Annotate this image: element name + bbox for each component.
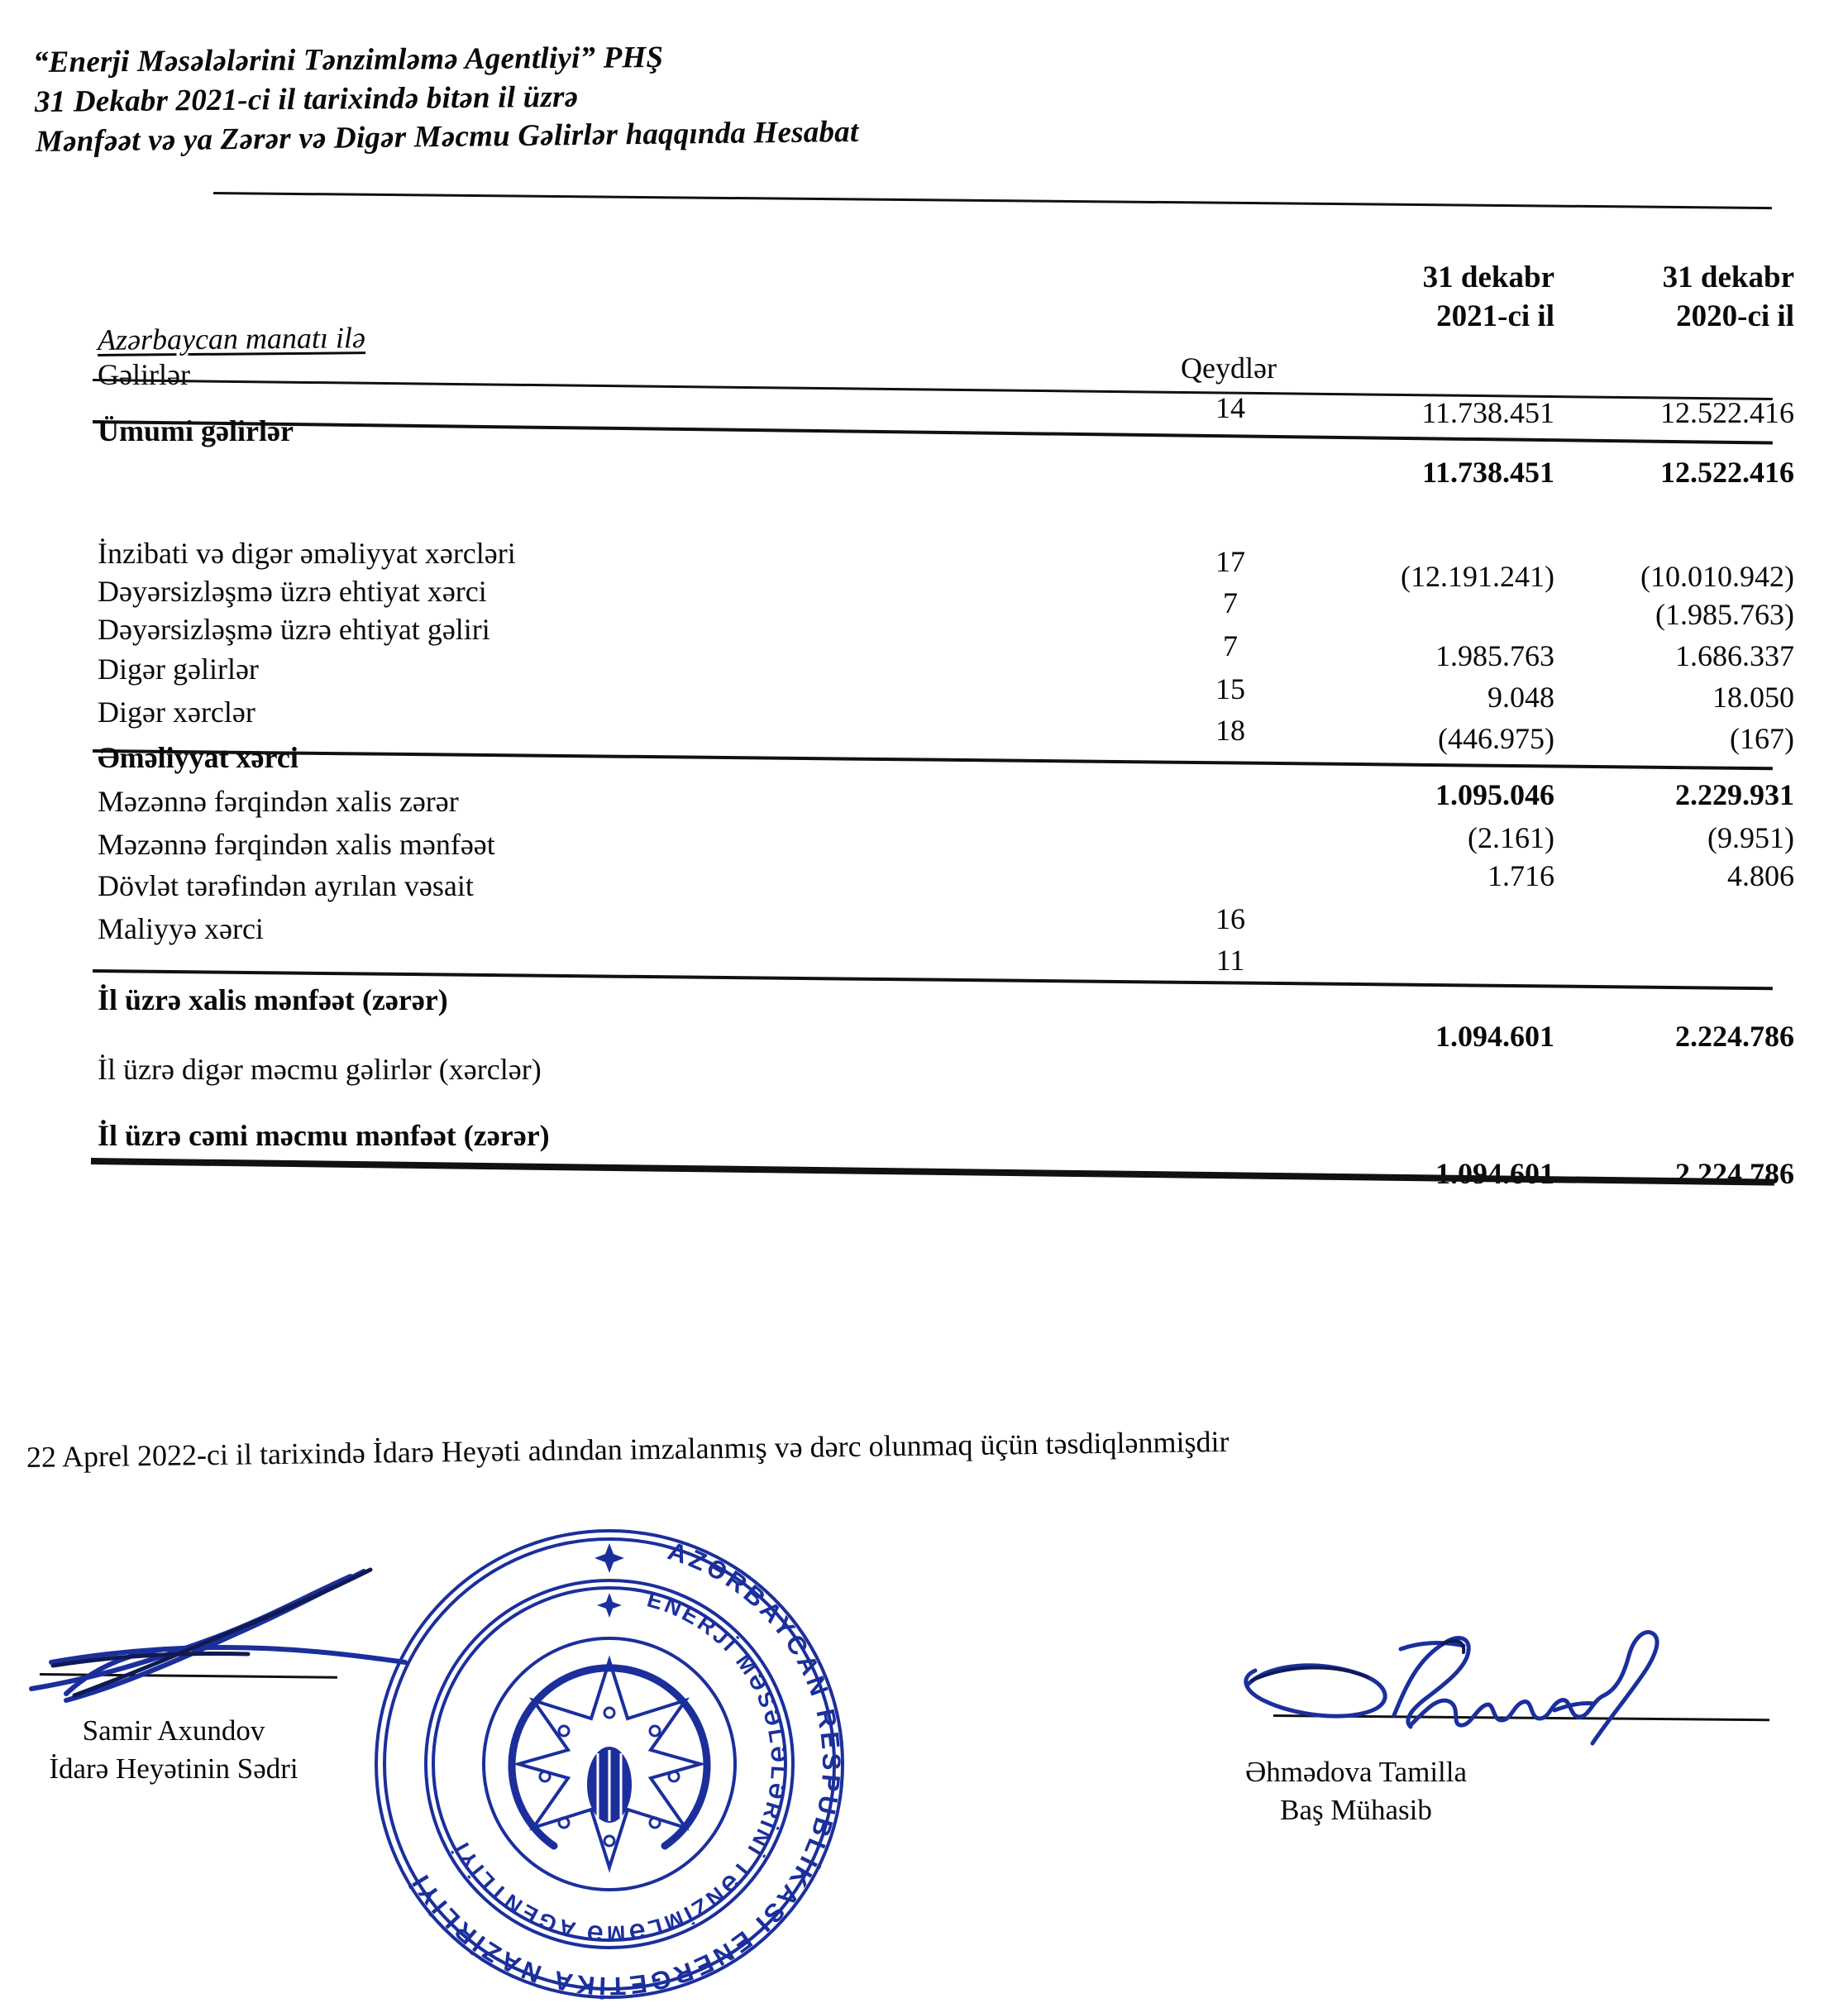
row-label-impairment-expense: Dəyərsizləşmə üzrə ehtiyat xərci [98, 575, 487, 608]
column-header-2020-line1: 31 dekabr [1662, 261, 1794, 294]
seal-emblem-icon [508, 1655, 711, 1873]
row-value-2020-total-comprehensive: 2.224.786 [1675, 1157, 1794, 1190]
signatory-right: Əhmədova Tamilla Baş Mühasib [1125, 1753, 1588, 1829]
row-label-other-comprehensive: İl üzrə digər məcmu gəlirlər (xərclər) [98, 1053, 542, 1086]
row-value-2020-fx-net-gain: 4.806 [1727, 859, 1794, 892]
row-label-finance-cost: Maliyyə xərci [98, 912, 264, 945]
row-label-other-income: Digər gəlirlər [98, 653, 259, 686]
row-value-2020-other-expenses: (167) [1730, 722, 1794, 755]
row-label-other-expenses: Digər xərclər [98, 696, 255, 729]
row-value-2020-operating-expense: 2.229.931 [1675, 778, 1794, 811]
row-value-2021-revenue: 11.738.451 [1421, 396, 1554, 429]
row-label-total-comprehensive: İl üzrə cəmi məcmu mənfəət (zərər) [98, 1119, 550, 1152]
signatory-right-role: Baş Mühasib [1280, 1793, 1432, 1826]
row-label-total-revenue: Ümumi gəlirlər [98, 414, 294, 447]
official-seal: AZƏRBAYCAN RESPUBLİKASI ENERGETİKA NAZİR… [357, 1512, 862, 2008]
row-note-impairment-income: 7 [1223, 629, 1238, 662]
row-value-2021-net-profit: 1.094.601 [1435, 1020, 1554, 1053]
row-value-2021-impairment-income: 1.985.763 [1435, 639, 1554, 672]
row-value-2021-total-comprehensive: 1.094.601 [1435, 1157, 1554, 1190]
row-value-2020-fx-net-loss: (9.951) [1707, 821, 1794, 854]
row-value-2020-net-profit: 2.224.786 [1675, 1020, 1794, 1053]
row-value-2021-fx-net-gain: 1.716 [1487, 859, 1554, 892]
signatory-left-role: İdarə Heyətinin Sədri [49, 1752, 298, 1785]
row-note-other-expenses: 18 [1215, 714, 1245, 747]
row-value-2021-admin-expenses: (12.191.241) [1401, 560, 1554, 593]
currency-caption: Azərbaycan manatı ilə [97, 321, 366, 356]
row-note-finance-cost: 11 [1215, 944, 1245, 977]
column-header-2021-line2: 2021-ci il [1436, 299, 1554, 334]
signatory-left: Samir Axundov İdarə Heyətinin Sədri [8, 1712, 339, 1787]
signature-ink-right [1197, 1594, 1693, 1760]
row-value-2020-admin-expenses: (10.010.942) [1640, 560, 1794, 593]
column-header-2021: 31 dekabr 2021-ci il [1335, 258, 1554, 337]
row-note-revenue: 14 [1215, 391, 1245, 424]
row-value-2021-fx-net-loss: (2.161) [1468, 821, 1554, 854]
row-note-state-funds: 16 [1215, 902, 1245, 935]
signatory-right-name: Əhmədova Tamilla [1244, 1756, 1468, 1788]
notes-column-header: Qeydlər [1181, 351, 1277, 385]
column-header-2020-line2: 2020-ci il [1676, 299, 1794, 334]
signatory-left-name: Samir Axundov [82, 1714, 265, 1747]
row-value-2020-impairment-expense: (1.985.763) [1655, 598, 1794, 631]
row-label-state-funds: Dövlət tərəfindən ayrılan vəsait [98, 869, 474, 902]
row-label-operating-expense: Əməliyyat xərci [98, 741, 298, 774]
row-label-fx-net-gain: Məzənnə fərqindən xalis mənfəət [98, 828, 495, 861]
signature-ink-left [17, 1538, 446, 1704]
row-value-2021-operating-expense: 1.095.046 [1435, 778, 1554, 811]
row-value-2020-impairment-income: 1.686.337 [1675, 639, 1794, 672]
row-note-impairment-expense: 7 [1223, 586, 1238, 619]
column-header-2021-line1: 31 dekabr [1422, 261, 1554, 294]
row-value-2020-revenue: 12.522.416 [1660, 396, 1794, 429]
row-value-2021-total-revenue: 11.738.451 [1421, 456, 1554, 489]
row-note-other-income: 15 [1215, 672, 1245, 705]
row-value-2021-other-income: 9.048 [1487, 681, 1554, 714]
row-label-fx-net-loss: Məzənnə fərqindən xalis zərər [98, 785, 459, 818]
row-value-2020-total-revenue: 12.522.416 [1660, 456, 1794, 489]
income-statement-table: 31 dekabr 2021-ci il 31 dekabr 2020-ci i… [90, 258, 1794, 1190]
row-note-admin-expenses: 17 [1215, 545, 1245, 578]
seal-star-separator [595, 1543, 624, 1618]
column-header-2020: 31 dekabr 2020-ci il [1575, 258, 1794, 337]
approval-statement: 22 Aprel 2022-ci il tarixində İdarə Heyə… [26, 1424, 1230, 1474]
row-label-net-profit: İl üzrə xalis mənfəət (zərər) [98, 983, 448, 1016]
row-value-2020-other-income: 18.050 [1712, 681, 1794, 714]
row-label-impairment-income: Dəyərsizləşmə üzrə ehtiyat gəliri [98, 613, 490, 646]
row-value-2021-other-expenses: (446.975) [1438, 722, 1554, 755]
row-label-revenue: Gəlirlər [98, 358, 190, 391]
row-label-admin-expenses: İnzibati və digər əməliyyat xərcləri [98, 537, 516, 570]
